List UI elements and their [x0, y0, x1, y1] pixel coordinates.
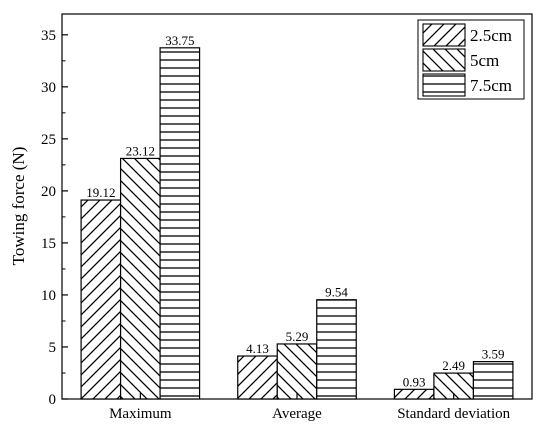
y-axis: 0 5 10 15 20 25 30 35	[41, 28, 68, 408]
x-tick-label: Standard deviation	[397, 406, 510, 422]
data-label: 0.93	[403, 374, 426, 389]
bar-2-5cm-maximum	[80, 199, 122, 400]
data-label: 19.12	[86, 185, 115, 200]
y-tick-label: 0	[49, 392, 57, 408]
y-tick-label: 15	[41, 236, 56, 252]
y-tick-label: 5	[49, 340, 57, 356]
bar-7-5cm-average	[316, 299, 357, 400]
data-label: 4.13	[246, 341, 269, 356]
x-axis: Maximum Average Standard deviation	[109, 393, 511, 422]
legend-label: 5cm	[470, 51, 499, 70]
legend-swatch	[422, 73, 466, 97]
bars-group: 19.12 23.12 33.75 4.13 5.29 9.54 0.93 2.49 3.59	[80, 33, 514, 400]
bar-7-5cm-standard-deviation	[472, 361, 514, 400]
y-axis-label: Towing force (N)	[9, 147, 28, 266]
bar-5cm-maximum	[119, 157, 161, 400]
bar-5cm-average	[276, 343, 318, 400]
data-label: 5.29	[286, 329, 309, 344]
data-label: 2.49	[442, 358, 465, 373]
bar-2-5cm-average	[237, 355, 278, 400]
y-tick-label: 10	[41, 288, 56, 304]
y-tick-label: 20	[41, 184, 56, 200]
bar-2-5cm-standard-deviation	[393, 388, 435, 400]
y-tick-label: 30	[41, 80, 56, 96]
data-label: 9.54	[325, 285, 348, 300]
y-tick-label: 35	[41, 28, 56, 44]
legend-label: 2.5cm	[470, 26, 512, 45]
legend-swatch	[422, 48, 466, 72]
data-label: 23.12	[126, 143, 155, 158]
x-tick-label: Maximum	[109, 406, 172, 422]
legend: 2.5cm 5cm 7.5cm	[417, 19, 525, 100]
legend-label: 7.5cm	[470, 76, 512, 95]
bar-7-5cm-maximum	[159, 47, 201, 400]
y-tick-label: 25	[41, 132, 56, 148]
data-label: 3.59	[482, 347, 505, 362]
x-tick-label: Average	[272, 406, 322, 422]
data-label: 33.75	[165, 33, 194, 48]
legend-swatch	[422, 23, 466, 47]
